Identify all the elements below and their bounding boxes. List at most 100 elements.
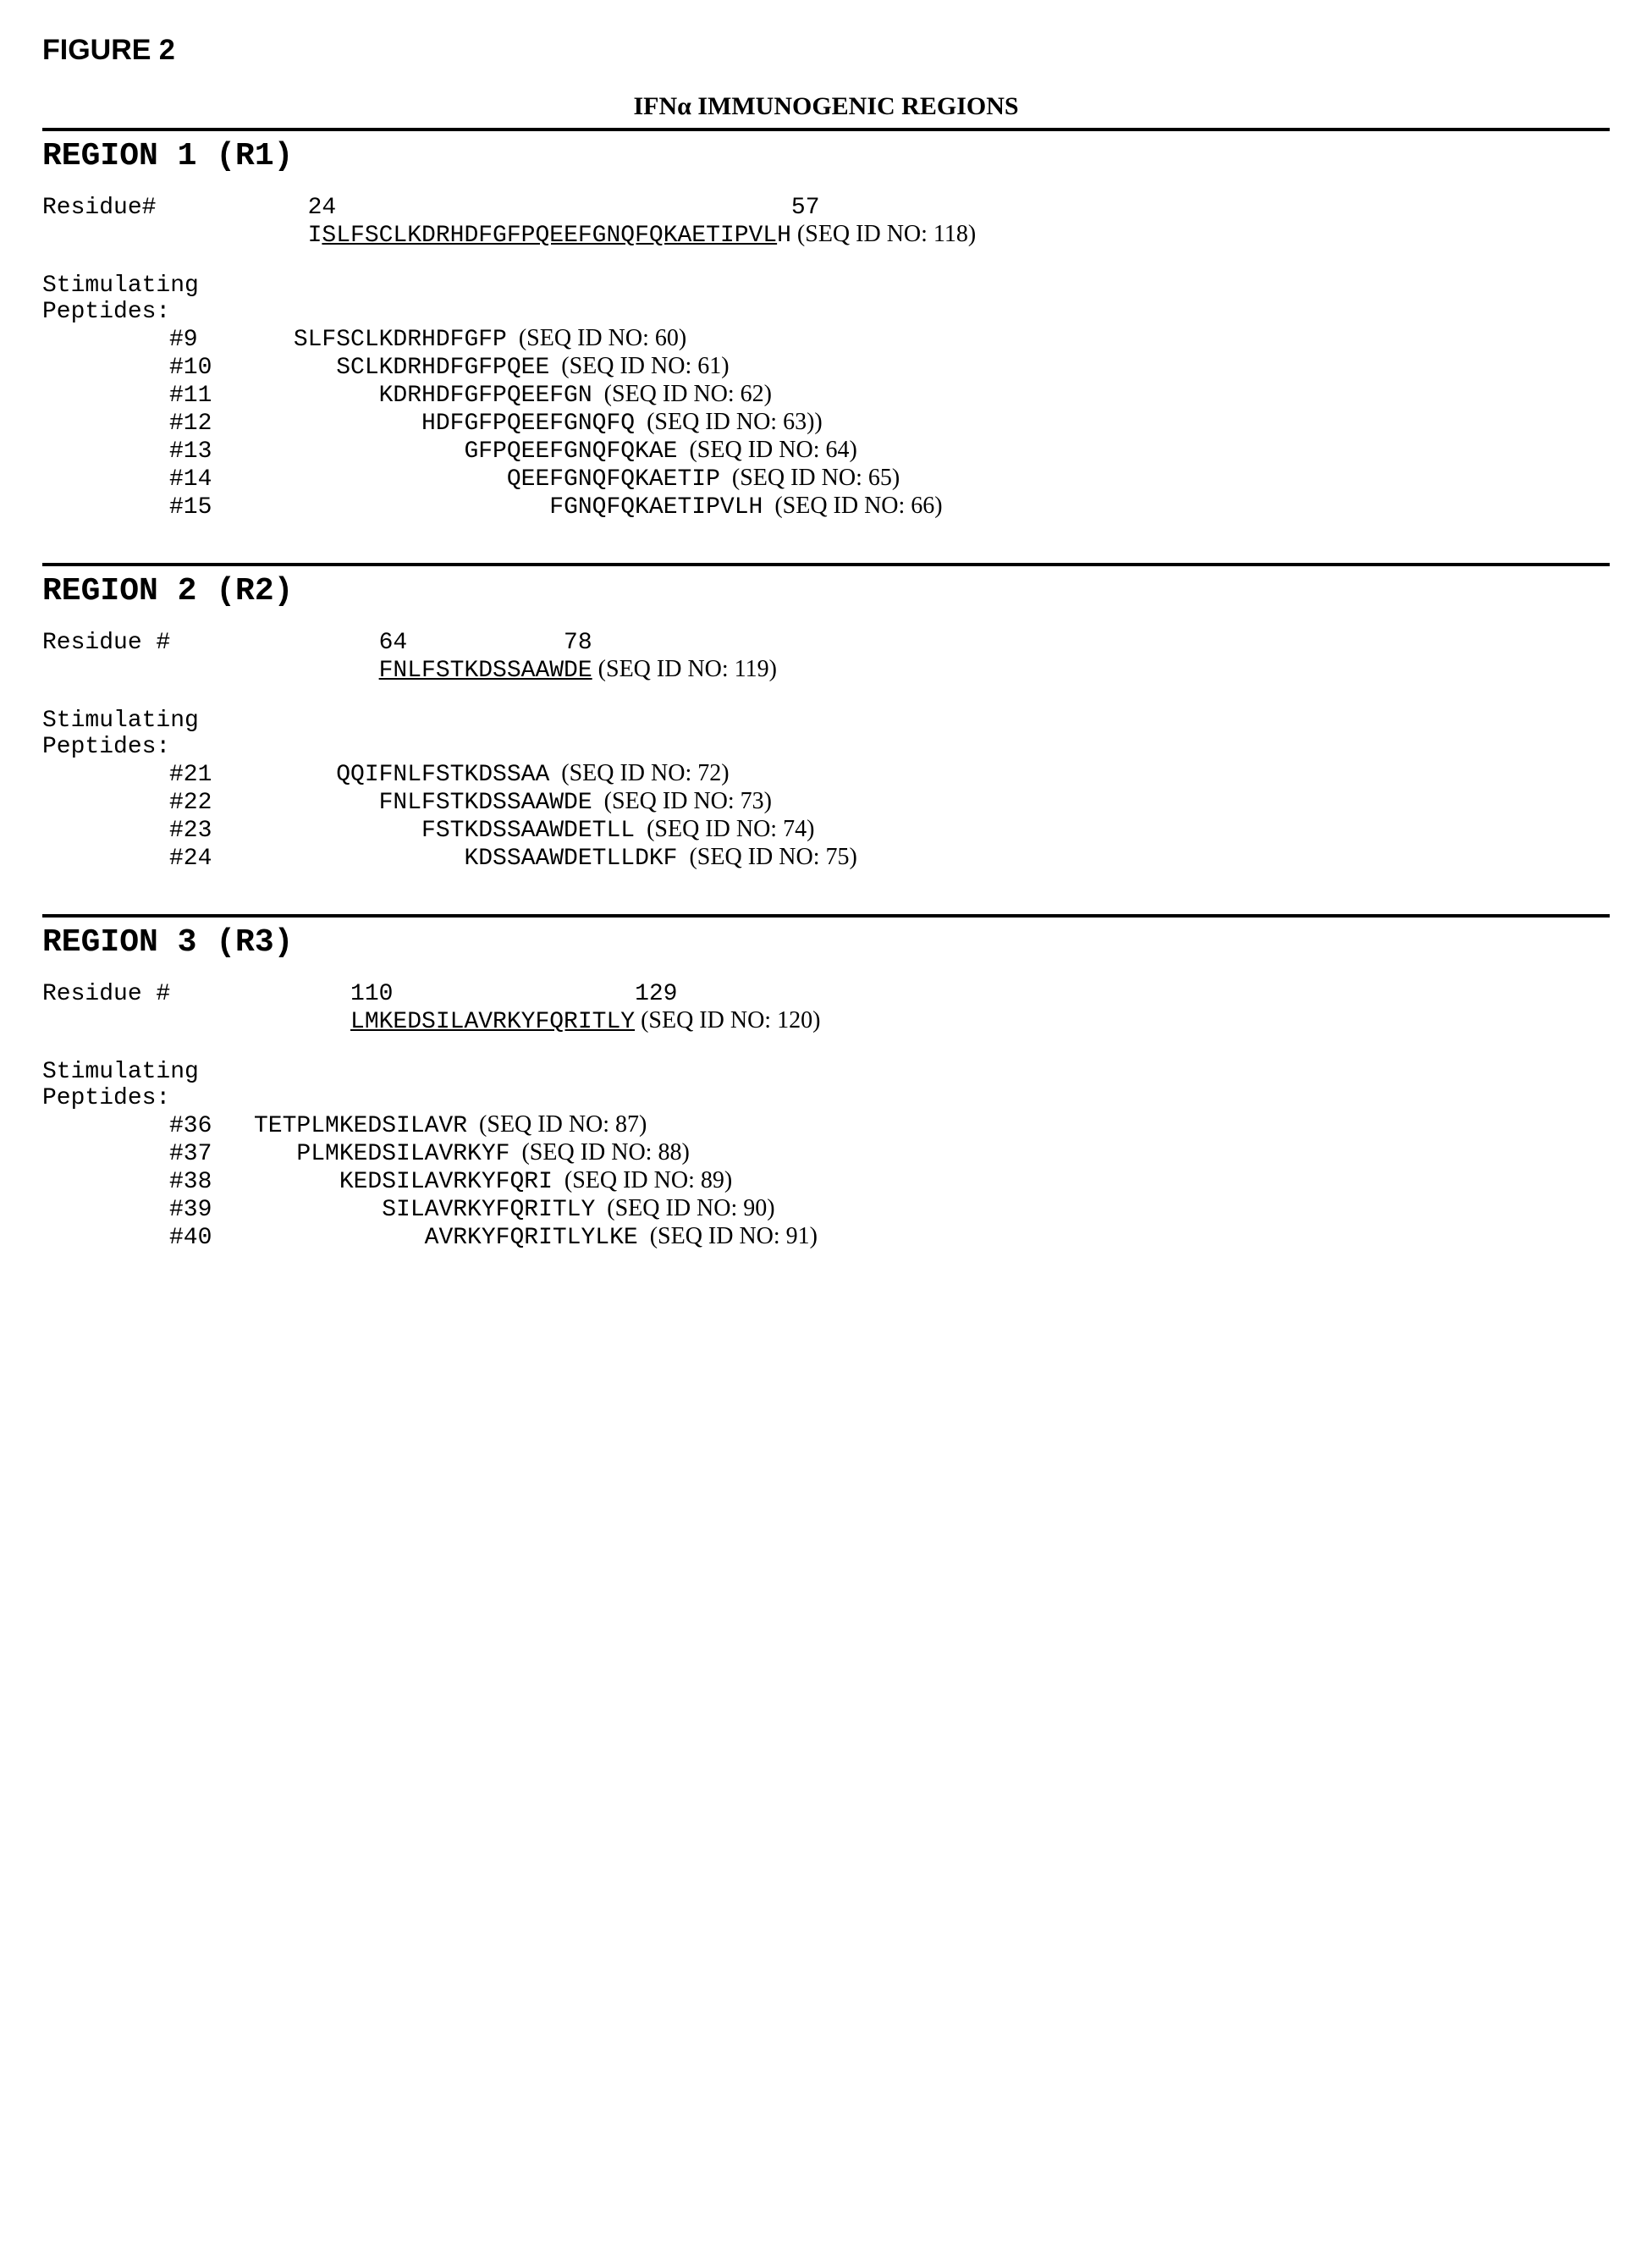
peptide-sequence: QQIFNLFSTKDSSAA (SEQ ID NO: 72) — [279, 760, 730, 788]
divider-1 — [42, 128, 1610, 131]
peptide-number: #14 — [42, 466, 279, 493]
r3-sequence: LMKEDSILAVRKYFQRITLY (SEQ ID NO: 120) — [279, 1007, 820, 1035]
peptide-sequence: QEEFGNQFQKAETIP (SEQ ID NO: 65) — [279, 465, 900, 493]
peptide-number: #38 — [42, 1169, 254, 1195]
region-2: REGION 2 (R2) Residue # 64 78 FNLFSTKDSS… — [42, 573, 1610, 872]
peptide-row: #38 KEDSILAVRKYFQRI (SEQ ID NO: 89) — [42, 1167, 1610, 1195]
region-1-title: REGION 1 (R1) — [42, 138, 1610, 174]
peptide-seqid: (SEQ ID NO: 62) — [592, 381, 772, 407]
r2-residue-label: Residue # — [42, 630, 279, 656]
peptide-sequence: KDSSAAWDETLLDKF (SEQ ID NO: 75) — [279, 844, 857, 872]
spacer — [42, 1035, 1610, 1059]
peptide-seqid: (SEQ ID NO: 75) — [677, 844, 856, 870]
peptide-row: #36TETPLMKEDSILAVR (SEQ ID NO: 87) — [42, 1111, 1610, 1139]
main-title: IFNα IMMUNOGENIC REGIONS — [42, 92, 1610, 121]
title-suffix: IMMUNOGENIC REGIONS — [691, 92, 1019, 120]
peptide-seqid: (SEQ ID NO: 74) — [635, 816, 814, 842]
r3-residue-label: Residue # — [42, 981, 279, 1007]
peptide-seqid: (SEQ ID NO: 90) — [595, 1195, 774, 1221]
peptide-row: #21 QQIFNLFSTKDSSAA (SEQ ID NO: 72) — [42, 760, 1610, 788]
peptide-seqid: (SEQ ID NO: 66) — [763, 493, 942, 519]
r2-stim-label-1: Stimulating — [42, 708, 1610, 734]
r1-stim-label-1: Stimulating — [42, 273, 1610, 299]
r3-residue-nums: 110 129 — [279, 981, 677, 1007]
peptide-number: #23 — [42, 818, 279, 844]
peptide-sequence: TETPLMKEDSILAVR (SEQ ID NO: 87) — [254, 1111, 647, 1139]
peptide-sequence: FNLFSTKDSSAAWDE (SEQ ID NO: 73) — [279, 788, 772, 816]
r1-sequence: ISLFSCLKDRHDFGFPQEEFGNQFQKAETIPVLH (SEQ … — [279, 221, 976, 249]
peptide-row: #40 AVRKYFQRITLYLKE (SEQ ID NO: 91) — [42, 1223, 1610, 1251]
peptide-seqid: (SEQ ID NO: 87) — [467, 1111, 647, 1138]
peptide-sequence: GFPQEEFGNQFQKAE (SEQ ID NO: 64) — [279, 437, 857, 465]
peptide-row: #10 SCLKDRHDFGFPQEE (SEQ ID NO: 61) — [42, 353, 1610, 381]
r1-stim-label-2: Peptides: — [42, 299, 1610, 325]
r2-residue-nums: 64 78 — [279, 630, 592, 656]
peptide-sequence: FGNQFQKAETIPVLH (SEQ ID NO: 66) — [279, 493, 943, 521]
r2-seq-text: FNLFSTKDSSAAWDE — [379, 658, 592, 684]
r1-seqid: (SEQ ID NO: 118) — [791, 221, 976, 247]
r3-peptides-list: #36TETPLMKEDSILAVR (SEQ ID NO: 87)#37 PL… — [42, 1111, 1610, 1251]
peptide-sequence: PLMKEDSILAVRKYF (SEQ ID NO: 88) — [254, 1139, 690, 1167]
peptide-number: #40 — [42, 1225, 254, 1251]
figure-label: FIGURE 2 — [42, 34, 1610, 67]
peptide-number: #13 — [42, 438, 279, 465]
peptide-row: #15 FGNQFQKAETIPVLH (SEQ ID NO: 66) — [42, 493, 1610, 521]
spacer — [42, 684, 1610, 708]
peptide-sequence: FSTKDSSAAWDETLL (SEQ ID NO: 74) — [279, 816, 814, 844]
peptide-sequence: SCLKDRHDFGFPQEE (SEQ ID NO: 61) — [279, 353, 730, 381]
r2-seq-row: FNLFSTKDSSAAWDE (SEQ ID NO: 119) — [42, 656, 1610, 684]
peptide-row: #9 SLFSCLKDRHDFGFP (SEQ ID NO: 60) — [42, 325, 1610, 353]
peptide-number: #24 — [42, 846, 279, 872]
peptide-row: #22 FNLFSTKDSSAAWDE (SEQ ID NO: 73) — [42, 788, 1610, 816]
peptide-sequence: SILAVRKYFQRITLY (SEQ ID NO: 90) — [254, 1195, 775, 1223]
region-1: REGION 1 (R1) Residue# 24 57 ISLFSCLKDRH… — [42, 138, 1610, 521]
peptide-sequence: KEDSILAVRKYFQRI (SEQ ID NO: 89) — [254, 1167, 732, 1195]
peptide-number: #10 — [42, 355, 279, 381]
r2-peptides-list: #21 QQIFNLFSTKDSSAA (SEQ ID NO: 72)#22 F… — [42, 760, 1610, 872]
r2-residue-row: Residue # 64 78 — [42, 630, 1610, 656]
peptide-number: #37 — [42, 1141, 254, 1167]
peptide-number: #15 — [42, 494, 279, 521]
region-3-title: REGION 3 (R3) — [42, 924, 1610, 961]
peptide-seqid: (SEQ ID NO: 60) — [507, 325, 686, 351]
peptide-row: #12 HDFGFPQEEFGNQFQ (SEQ ID NO: 63)) — [42, 409, 1610, 437]
spacer — [42, 249, 1610, 273]
peptide-row: #11 KDRHDFGFPQEEFGN (SEQ ID NO: 62) — [42, 381, 1610, 409]
peptide-row: #39 SILAVRKYFQRITLY (SEQ ID NO: 90) — [42, 1195, 1610, 1223]
r2-seqid: (SEQ ID NO: 119) — [592, 656, 777, 682]
r3-seqid: (SEQ ID NO: 120) — [635, 1007, 820, 1033]
peptide-row: #37 PLMKEDSILAVRKYF (SEQ ID NO: 88) — [42, 1139, 1610, 1167]
peptide-number: #9 — [42, 327, 279, 353]
peptide-seqid: (SEQ ID NO: 65) — [720, 465, 900, 491]
peptide-seqid: (SEQ ID NO: 73) — [592, 788, 772, 814]
r3-stim-label-1: Stimulating — [42, 1059, 1610, 1085]
title-alpha: α — [677, 92, 691, 120]
peptide-sequence: SLFSCLKDRHDFGFP (SEQ ID NO: 60) — [279, 325, 686, 353]
peptide-seqid: (SEQ ID NO: 88) — [509, 1139, 689, 1166]
peptide-seqid: (SEQ ID NO: 63)) — [635, 409, 823, 435]
r2-stim-label-2: Peptides: — [42, 734, 1610, 760]
peptide-number: #11 — [42, 383, 279, 409]
peptide-seqid: (SEQ ID NO: 91) — [638, 1223, 818, 1249]
peptide-seqid: (SEQ ID NO: 61) — [549, 353, 729, 379]
peptide-row: #14 QEEFGNQFQKAETIP (SEQ ID NO: 65) — [42, 465, 1610, 493]
divider-3 — [42, 914, 1610, 918]
peptide-number: #12 — [42, 411, 279, 437]
peptide-number: #21 — [42, 762, 279, 788]
r1-residue-row: Residue# 24 57 — [42, 195, 1610, 221]
title-prefix: IFN — [633, 92, 677, 120]
r3-stim-label-2: Peptides: — [42, 1085, 1610, 1111]
peptide-row: #24 KDSSAAWDETLLDKF (SEQ ID NO: 75) — [42, 844, 1610, 872]
r3-seq-row: LMKEDSILAVRKYFQRITLY (SEQ ID NO: 120) — [42, 1007, 1610, 1035]
r1-seq-row: ISLFSCLKDRHDFGFPQEEFGNQFQKAETIPVLH (SEQ … — [42, 221, 1610, 249]
peptide-sequence: AVRKYFQRITLYLKE (SEQ ID NO: 91) — [254, 1223, 818, 1251]
r2-sequence: FNLFSTKDSSAAWDE (SEQ ID NO: 119) — [279, 656, 777, 684]
divider-2 — [42, 563, 1610, 566]
r3-residue-row: Residue # 110 129 — [42, 981, 1610, 1007]
peptide-number: #39 — [42, 1197, 254, 1223]
peptide-row: #13 GFPQEEFGNQFQKAE (SEQ ID NO: 64) — [42, 437, 1610, 465]
peptide-seqid: (SEQ ID NO: 72) — [549, 760, 729, 786]
r1-residue-label: Residue# — [42, 195, 279, 221]
r3-seq-text: LMKEDSILAVRKYFQRITLY — [350, 1009, 635, 1035]
r1-peptides-list: #9 SLFSCLKDRHDFGFP (SEQ ID NO: 60)#10 SC… — [42, 325, 1610, 521]
